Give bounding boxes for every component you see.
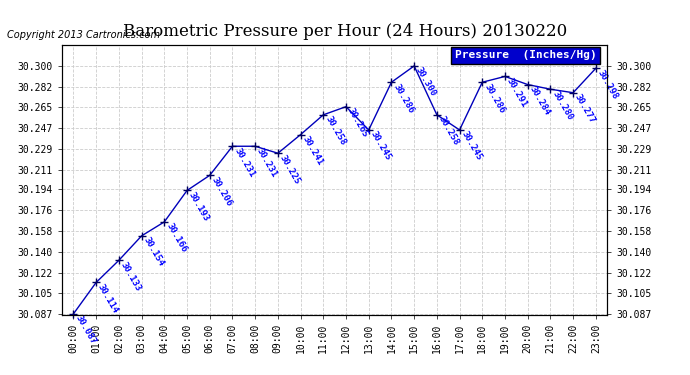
- Text: 30.284: 30.284: [528, 85, 551, 117]
- Text: 30.241: 30.241: [301, 135, 324, 167]
- Text: Pressure  (Inches/Hg): Pressure (Inches/Hg): [455, 50, 596, 60]
- Text: 30.280: 30.280: [551, 89, 574, 122]
- Text: 30.245: 30.245: [460, 130, 484, 162]
- Text: 30.258: 30.258: [437, 115, 461, 147]
- Text: 30.114: 30.114: [96, 282, 120, 315]
- Text: 30.225: 30.225: [278, 153, 302, 186]
- Text: 30.231: 30.231: [233, 146, 257, 178]
- Text: 30.298: 30.298: [596, 68, 620, 101]
- Text: 30.193: 30.193: [187, 190, 211, 223]
- Text: 30.231: 30.231: [255, 146, 279, 178]
- Text: 30.265: 30.265: [346, 106, 370, 139]
- Text: 30.133: 30.133: [119, 260, 143, 293]
- Text: 30.286: 30.286: [391, 82, 415, 115]
- Text: 30.166: 30.166: [164, 222, 188, 254]
- Text: 30.286: 30.286: [482, 82, 506, 115]
- Text: 30.258: 30.258: [324, 115, 347, 147]
- Text: 30.277: 30.277: [573, 93, 597, 125]
- Text: 30.245: 30.245: [368, 130, 393, 162]
- Text: 30.206: 30.206: [210, 176, 234, 208]
- Text: Barometric Pressure per Hour (24 Hours) 20130220: Barometric Pressure per Hour (24 Hours) …: [123, 22, 567, 39]
- Text: Copyright 2013 Cartronics.com: Copyright 2013 Cartronics.com: [7, 30, 160, 40]
- Text: 30.300: 30.300: [414, 66, 438, 98]
- Text: 30.154: 30.154: [141, 236, 166, 268]
- Text: 30.087: 30.087: [73, 314, 97, 346]
- Text: 30.291: 30.291: [505, 76, 529, 109]
